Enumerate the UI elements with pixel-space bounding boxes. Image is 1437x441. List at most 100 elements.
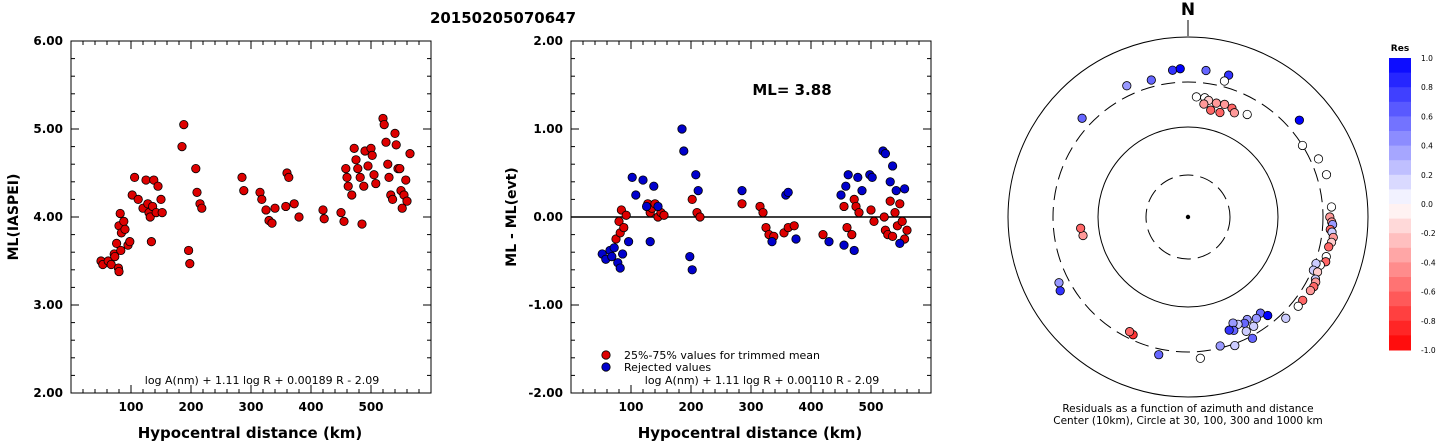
- data-point: [687, 265, 697, 275]
- data-point: [767, 237, 777, 247]
- colorbar-label: 0.0: [1421, 200, 1433, 209]
- station-point: [1313, 154, 1324, 164]
- data-point: [390, 128, 400, 138]
- legend-swatch-trimmed: [601, 350, 611, 360]
- data-point: [391, 140, 401, 150]
- data-point: [653, 201, 663, 212]
- colorbar-cell: [1389, 320, 1411, 336]
- colorbar-cell: [1389, 218, 1411, 234]
- north-label: N: [1181, 0, 1195, 20]
- data-point: [890, 208, 900, 218]
- data-point: [638, 175, 648, 185]
- colorbar-label: 1.0: [1421, 54, 1433, 63]
- colorbar-cells: [1389, 58, 1411, 351]
- y-tick-label: 2.00: [533, 34, 563, 48]
- data-point: [619, 222, 629, 233]
- data-point: [130, 172, 140, 182]
- data-point: [347, 190, 357, 200]
- colorbar-cell: [1389, 87, 1411, 103]
- data-point: [125, 237, 135, 247]
- data-point: [691, 170, 701, 180]
- colorbar-label: -1.0: [1421, 346, 1436, 355]
- legend-label-rejected: Rejected values: [624, 361, 711, 374]
- data-point: [261, 205, 271, 215]
- data-point: [367, 150, 377, 160]
- station-point: [1241, 326, 1251, 336]
- station-point: [1326, 202, 1337, 212]
- x-tick-label: 500: [858, 400, 883, 414]
- data-point: [679, 146, 689, 156]
- data-point: [397, 203, 407, 213]
- x-tick-label: 400: [298, 400, 323, 414]
- data-point: [695, 212, 705, 222]
- data-point: [609, 243, 619, 253]
- station-point: [1175, 64, 1185, 74]
- colorbar-label: -0.8: [1421, 317, 1436, 326]
- data-point: [339, 216, 349, 226]
- station-point: [1077, 113, 1087, 123]
- station-point: [1247, 333, 1258, 343]
- colorbar-label: -0.2: [1421, 229, 1436, 238]
- data-point: [184, 245, 194, 256]
- data-point: [355, 172, 365, 182]
- data-point: [383, 159, 393, 169]
- ring-1000km: [1007, 36, 1369, 398]
- data-point: [336, 208, 346, 218]
- station-point: [1191, 92, 1201, 102]
- data-point: [133, 194, 143, 204]
- data-point: [319, 214, 329, 224]
- data-point: [614, 216, 624, 226]
- data-point: [737, 199, 747, 209]
- data-point: [818, 230, 828, 240]
- data-point: [318, 205, 328, 215]
- axis-ticks-left: 2.00 3.00 4.00 5.00 6.00 100 200 300 400 500: [33, 34, 431, 414]
- data-point: [141, 175, 151, 185]
- data-point: [841, 181, 851, 191]
- colorbar-label: 0.2: [1421, 171, 1433, 180]
- colorbar-cell: [1389, 174, 1411, 190]
- data-point: [791, 234, 801, 244]
- chart-middle: -2.00 -1.00 0.00 1.00 2.00 100 200 300 400 500 ML…: [504, 34, 932, 441]
- axis-ticks-middle: -2.00 -1.00 0.00 1.00 2.00 100 200 300 400 500: [528, 34, 931, 414]
- x-tick-label: 100: [618, 400, 643, 414]
- data-point: [839, 240, 849, 250]
- data-point: [897, 216, 907, 226]
- station-point: [1124, 327, 1135, 337]
- data-point: [379, 120, 389, 130]
- data-point: [146, 237, 156, 247]
- station-point: [1201, 65, 1211, 76]
- station-point: [1242, 109, 1252, 120]
- y-tick-label: 0.00: [533, 210, 563, 224]
- legend-swatch-rejected: [601, 362, 611, 372]
- data-point: [685, 252, 695, 262]
- x-axis-label-left: Hypocentral distance (km): [138, 424, 363, 441]
- data-point: [270, 203, 280, 213]
- x-tick-label: 200: [678, 400, 703, 414]
- data-point: [115, 208, 125, 219]
- chart-left: 2.00 3.00 4.00 5.00 6.00 100 200 300 400 500 ML(I…: [6, 34, 432, 441]
- x-axis-label-middle: Hypocentral distance (km): [638, 424, 863, 441]
- data-point: [197, 203, 207, 213]
- y-axis-label-middle: ML - ML(evt): [504, 167, 520, 266]
- polar-plot: N Residuals as a function of azimuth and…: [1007, 0, 1369, 427]
- data-points-left: [96, 113, 415, 277]
- x-tick-label: 300: [238, 400, 263, 414]
- data-point: [120, 224, 130, 234]
- station-point: [1055, 286, 1065, 296]
- station-point: [1230, 340, 1240, 351]
- station-point: [1224, 325, 1234, 335]
- data-point: [693, 186, 703, 196]
- colorbar-cell: [1389, 247, 1411, 263]
- data-point: [353, 164, 363, 174]
- colorbar-title: Res: [1391, 44, 1409, 54]
- figure-title: 20150205070647: [430, 9, 576, 27]
- legend: 25%-75% values for trimmed mean Rejected…: [601, 349, 820, 374]
- colorbar-cell: [1389, 189, 1411, 205]
- data-point: [153, 181, 163, 191]
- data-point: [607, 252, 617, 262]
- data-point: [405, 149, 415, 159]
- data-point: [623, 237, 634, 247]
- data-point: [885, 177, 895, 187]
- data-point: [177, 142, 187, 152]
